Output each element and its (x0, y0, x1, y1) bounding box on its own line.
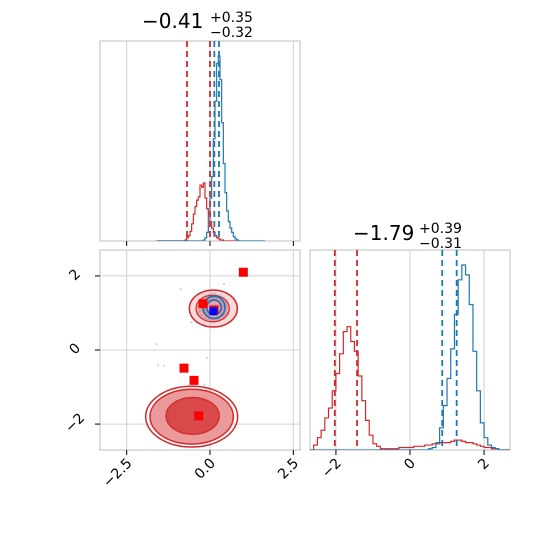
hist-p1-red (310, 326, 510, 450)
tick-label-x0: 0.0 (192, 456, 219, 483)
title-p1-sup: +0.39 (419, 221, 462, 237)
tick-label-y1: 0 (66, 340, 84, 358)
scatter-point (200, 314, 203, 317)
scatter-point (202, 322, 205, 325)
contour-red-lower-core (165, 396, 220, 436)
scatter-point (205, 312, 208, 315)
scatter-point (179, 288, 182, 291)
histogram-layer (156, 55, 510, 450)
scatter-point (225, 305, 229, 308)
title-p1: −1.79 +0.39 −0.31 (353, 221, 462, 252)
title-p0-sup: +0.35 (210, 10, 253, 26)
hist-p0-red (156, 182, 237, 241)
p0-histogram-frame (99, 40, 301, 242)
scatter-point (211, 291, 214, 294)
scatter-point (208, 292, 211, 296)
marker-blue-square (209, 307, 218, 316)
tick-label-x1: 2 (475, 456, 493, 474)
title-p1-sub: −0.31 (419, 236, 462, 252)
scatter-point (217, 303, 220, 306)
title-p0-main: −0.41 (142, 9, 203, 33)
scatter-point (155, 343, 158, 346)
marker-red-square (194, 411, 204, 421)
tick-label-y1: 2 (66, 266, 84, 284)
title-p0: −0.41 +0.35 −0.32 (142, 9, 253, 41)
scatter-point (206, 356, 209, 360)
tick-label-y1: −2 (62, 410, 88, 436)
scatter-point (162, 364, 165, 367)
scatter-point (224, 301, 228, 304)
scatter-point (203, 316, 207, 319)
marker-red-square (198, 299, 208, 309)
marker-layer (179, 267, 248, 421)
title-p1-main: −1.79 (353, 221, 414, 245)
scatter-point (190, 321, 193, 324)
hist-p0-blue (156, 55, 265, 241)
scatter-point (207, 318, 211, 321)
title-p0-sub: −0.32 (210, 25, 253, 41)
tick-label-x1: 0 (401, 456, 419, 474)
scatter-point (220, 293, 223, 296)
scatter-point (219, 299, 222, 302)
marker-red-square (189, 375, 199, 385)
marker-red-square (179, 363, 189, 373)
tick-label-x0: 2.5 (275, 456, 302, 483)
marker-red-square (238, 267, 248, 277)
scatter-point (205, 318, 208, 321)
tick-label-x1: −2 (319, 456, 345, 482)
scatter-point (225, 312, 228, 315)
scatter-point (221, 305, 225, 309)
contour-red-lower-outer (144, 385, 239, 448)
scatter-point (198, 310, 201, 313)
scatter-point (157, 364, 160, 367)
tick-label-x0: −2.5 (100, 456, 135, 491)
scatter-point (222, 282, 226, 286)
hist-p1-blue (310, 264, 510, 450)
scatter-point (207, 313, 210, 317)
quantile-lines (186, 41, 458, 450)
scatter-point (203, 383, 206, 386)
